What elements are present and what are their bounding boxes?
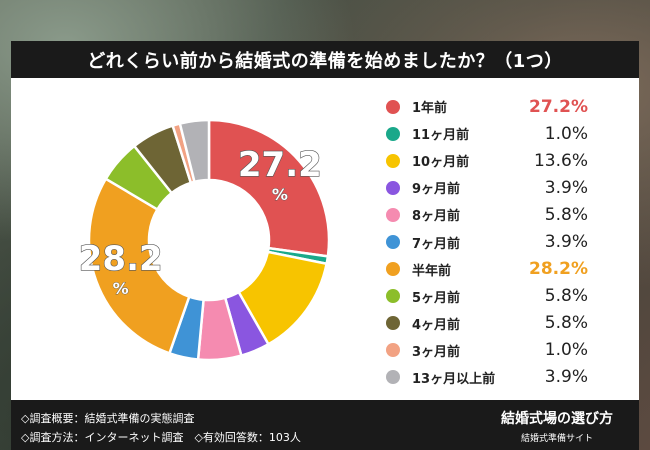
legend-marker [386,153,400,168]
legend-label: 1年前 [412,101,448,117]
legend-item: 半年前 28.2% [382,256,632,283]
legend-label: 8ヶ月前 [412,209,461,225]
legend-item: 9ヶ月前 3.9% [382,174,632,201]
legend-marker [386,343,400,358]
donut-slice-0 [207,118,331,258]
legend-marker [386,289,400,304]
legend-marker [386,99,400,114]
legend: 1年前 27.2% 11ヶ月前 1.0% 10ヶ月前 13.6% 9ヶ月前 3.9% 8ヶ月前 5… [382,93,632,391]
legend-value: 28.2% [529,259,588,280]
legend-label: 11ヶ月前 [412,128,470,144]
callout-unit-0: % [272,185,288,204]
legend-item: 7ヶ月前 3.9% [382,228,632,255]
legend-value: 5.8% [544,286,588,307]
legend-label: 4ヶ月前 [412,317,461,333]
legend-marker [386,180,400,195]
legend-value: 13.6% [533,150,588,171]
legend-label: 7ヶ月前 [412,236,461,252]
legend-value: 1.0% [544,340,588,361]
legend-label: 3ヶ月前 [412,344,461,360]
legend-item: 5ヶ月前 5.8% [382,283,632,310]
chart-title: どれくらい前から結婚式の準備を始めましたか？（1つ） [11,41,639,78]
donut-slice-10 [178,118,211,184]
legend-item: 8ヶ月前 5.8% [382,201,632,228]
legend-value: 3.9% [544,232,588,253]
legend-label: 5ヶ月前 [412,290,461,306]
legend-label: 13ヶ月以上前 [412,371,496,387]
legend-marker [386,316,400,331]
legend-label: 9ヶ月前 [412,182,461,198]
legend-item: 4ヶ月前 5.8% [382,310,632,337]
legend-item: 1年前 27.2% [382,93,632,120]
legend-marker [386,207,400,222]
donut-chart: 27.2%28.2% [78,118,331,362]
legend-label: 半年前 [412,263,452,279]
legend-value: 3.9% [544,177,588,198]
survey-summary: ◇調査概要：結婚式準備の実態調査 [21,412,195,425]
legend-item: 3ヶ月前 1.0% [382,337,632,364]
legend-value: 5.8% [544,313,588,334]
site-name: 結婚式場の選び方 [501,411,613,427]
legend-marker [386,235,400,250]
legend-item: 11ヶ月前 1.0% [382,120,632,147]
footer: ◇調査概要：結婚式準備の実態調査 ◇調査方法：インターネット調査 ◇有効回答数：… [11,400,639,450]
site-subtitle: 結婚式準備サイト [520,434,593,444]
chart-title-text: どれくらい前から結婚式の準備を始めましたか？（1つ） [87,50,563,72]
legend-marker [386,370,400,385]
legend-marker [386,126,400,141]
legend-value: 3.9% [544,367,588,388]
callout-value-6: 28.2 [79,239,163,279]
legend-value: 1.0% [544,123,588,144]
survey-method: ◇調査方法：インターネット調査 ◇有効回答数：103人 [21,431,301,444]
legend-label: 10ヶ月前 [412,155,470,171]
chart-panel: 27.2% 28.2% 1年前 27.2% 11ヶ月前 1.0% 10ヶ月前 13.6% 9ヶ… [11,78,639,400]
callout-value-0: 27.2 [238,145,322,185]
legend-value: 27.2% [529,96,588,117]
legend-item: 13ヶ月以上前 3.9% [382,364,632,391]
legend-marker [386,262,400,277]
donut-slice-6 [87,177,191,355]
legend-value: 5.8% [544,204,588,225]
legend-item: 10ヶ月前 13.6% [382,147,632,174]
callout-unit-6: % [113,279,129,298]
